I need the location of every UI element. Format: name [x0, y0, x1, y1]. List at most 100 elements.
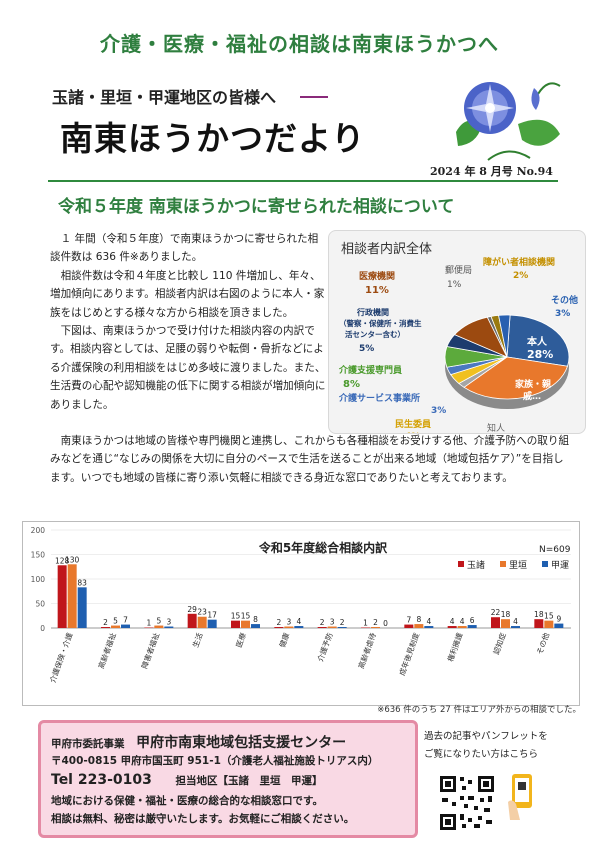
bar: [447, 626, 457, 628]
bar: [501, 619, 510, 628]
divider: [48, 180, 558, 182]
pie-label-pct: 4%: [405, 432, 420, 433]
pie-label: 民生委員: [395, 418, 431, 430]
bar-value-label: 2: [276, 618, 281, 627]
bar: [274, 627, 284, 628]
qr-code-icon[interactable]: [438, 774, 496, 832]
pie-label: その他: [551, 294, 578, 306]
bar: [404, 624, 414, 628]
bar: [534, 619, 544, 628]
pie-label: （警察・保健所・消費生: [339, 318, 422, 328]
bar-value-label: 3: [286, 618, 291, 627]
bar: [164, 626, 174, 628]
bar-value-label: 3: [166, 618, 171, 627]
bar-value-label: 8: [416, 615, 421, 624]
center-name: 甲府市南東地域包括支援センター: [136, 735, 347, 751]
pie-label: 障がい者相談機関: [483, 256, 555, 268]
qr-caption-line: 過去の記事やパンフレットを: [424, 731, 548, 742]
bar-value-label: 5: [113, 617, 118, 626]
pie-label: 介護サービス事業所: [338, 392, 420, 404]
pie-label: 本人: [527, 335, 548, 348]
top-banner: 介護・医療・福祉の相談は南東ほうかつへ: [100, 32, 499, 56]
bar-value-label: 1: [363, 619, 368, 628]
commission-label: 甲府市委託事業: [51, 738, 125, 750]
x-tick-label: 健康: [277, 631, 292, 649]
bar-value-label: 4: [460, 617, 465, 626]
paragraph: 下図は、南東ほうかつで受け付けた相談内容の内訳です。相談内容としては、足腰の弱り…: [50, 325, 326, 411]
center-description: 地域における保健・福祉・医療の総合的な相談窓口です。: [51, 795, 323, 807]
bar-value-label: 23: [197, 608, 207, 617]
bar-value-label: 2: [320, 618, 325, 627]
bar-value-label: 128: [55, 556, 70, 565]
bar: [251, 624, 260, 628]
bar-value-label: 2: [340, 618, 345, 627]
paragraph: 南東ほうかつは地域の皆様や専門機関と連携し、これからも各種相談をお受けする他、介…: [50, 435, 570, 484]
y-tick-label: 50: [35, 600, 45, 609]
x-tick-label: 介護予防: [315, 631, 335, 663]
x-tick-label: 権利擁護: [445, 631, 465, 663]
bar: [327, 626, 337, 628]
bar: [491, 617, 500, 628]
bar: [337, 627, 347, 628]
pie-label-pct: 28%: [527, 348, 553, 361]
pie-label-pct: 3%: [431, 406, 446, 416]
pie-label: 知人: [487, 422, 505, 433]
bar: [154, 625, 164, 628]
page-title: 南東ほうかつだより: [60, 119, 366, 158]
bar-value-label: 4: [513, 617, 518, 626]
center-note: 相談は無料、秘密は厳守いたします。お気軽にご相談ください。: [51, 813, 355, 825]
bar-value-label: 15: [241, 612, 251, 621]
bar-value-label: 17: [207, 611, 217, 620]
bar-value-label: 22: [491, 608, 501, 617]
bar: [207, 619, 217, 628]
bar-value-label: 4: [426, 617, 431, 626]
x-tick-label: 高齢者福祉: [96, 631, 118, 670]
bar-value-label: 9: [556, 615, 561, 624]
center-phone: Tel 223-0103: [51, 772, 152, 788]
y-tick-label: 100: [31, 575, 46, 584]
bar: [414, 624, 424, 628]
pie-title: 相談者内訳全体: [341, 241, 432, 257]
article-text-left: １ 年間（令和５年度）で南東ほうかつに寄せられた相談件数は 636 件※ありまし…: [50, 230, 328, 414]
paragraph: 相談件数は令和４年度と比較し 110 件増加し、年々、増加傾向にあります。相談者…: [50, 269, 325, 319]
bar: [467, 625, 477, 628]
paragraph: １ 年間（令和５年度）で南東ほうかつに寄せられた相談件数は 636 件※ありまし…: [50, 233, 319, 264]
pie-label-pct: 11%: [365, 285, 389, 296]
bar: [187, 613, 197, 628]
bar-chart-panel: 0 50 100 150 200 令和5年度総合相談内訳 N=609 玉諸 里垣 甲運 128 130…: [22, 521, 580, 706]
bar: [317, 627, 327, 628]
bar-value-label: 18: [501, 610, 511, 619]
qr-caption-line: ご覧になりたい方はこちら: [424, 749, 539, 760]
bar-value-label: 130: [65, 555, 80, 564]
pie-label: 医療機関: [359, 270, 395, 282]
pie-label-pct: 5%: [359, 344, 374, 354]
pie-label-pct: 2%: [513, 271, 528, 281]
x-tick-label: その他: [534, 631, 551, 656]
pie-slice: [463, 356, 569, 400]
bar-value-label: 8: [253, 615, 258, 624]
bar-value-label: 4: [450, 617, 455, 626]
footnote: ※636 件のうち 27 件はエリア外からの相談でした。: [377, 705, 581, 715]
pie-label: 行政機関: [356, 307, 389, 317]
bar-value-label: 6: [470, 616, 475, 625]
bud-icon: [531, 88, 540, 110]
pie-label-pct: 8%: [343, 379, 360, 390]
bar: [457, 626, 467, 628]
bar: [424, 626, 434, 628]
center-info-box: 甲府市委託事業 甲府市南東地域包括支援センター 〒400-0815 甲府市国玉町…: [38, 720, 418, 838]
legend-swatch: [458, 561, 464, 567]
issue-number: 2024 年 8 月号 No.94: [430, 165, 553, 178]
sub-banner-underline: [300, 96, 328, 98]
bar-value-label: 4: [296, 617, 301, 626]
legend-label: 玉諸: [467, 559, 485, 571]
morning-glory-illustration: [456, 82, 561, 161]
pie-label: 郵便局: [445, 264, 472, 276]
y-tick-label: 150: [31, 551, 46, 560]
pie-label-pct: 1%: [447, 280, 462, 290]
leaf-icon: [518, 119, 560, 146]
bar: [241, 620, 250, 628]
bar-value-label: 1: [146, 619, 151, 628]
